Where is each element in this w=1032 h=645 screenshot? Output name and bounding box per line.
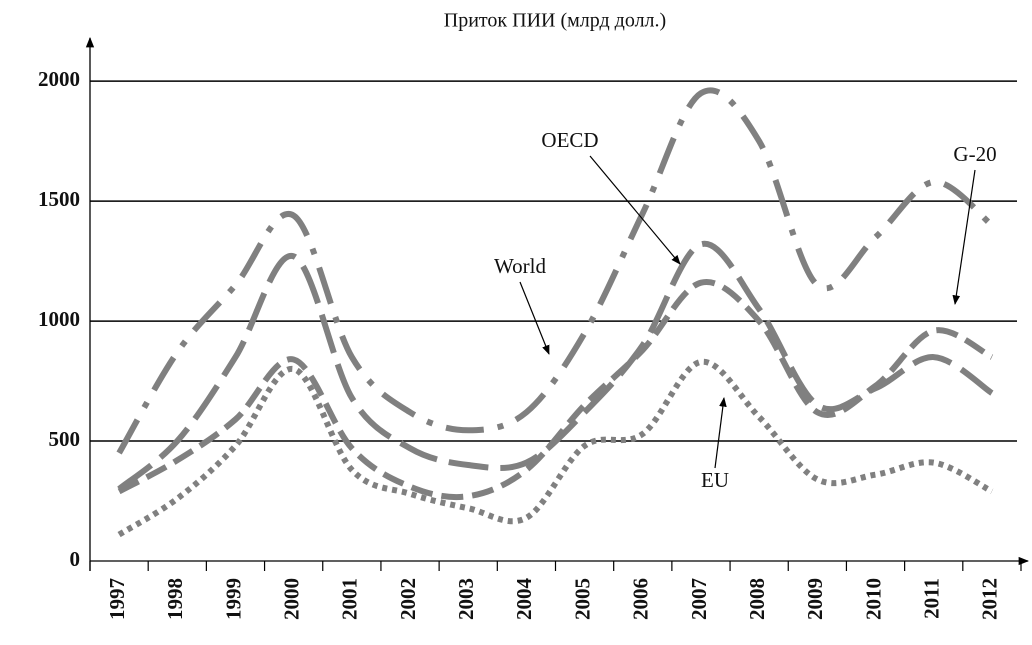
x-tick-label: 2008 <box>745 578 769 620</box>
line-series <box>116 87 994 455</box>
x-tick-label: 2011 <box>920 578 944 619</box>
series-label: OECD <box>541 128 598 152</box>
line-series <box>117 240 994 492</box>
x-tick-label: 2007 <box>687 578 711 620</box>
x-tick-label: 2006 <box>629 578 653 620</box>
y-tick-label: 1000 <box>38 307 80 331</box>
x-tick-label: 1999 <box>221 578 245 620</box>
x-tick-label: 2001 <box>338 578 362 620</box>
x-tick-label: 2002 <box>396 578 420 620</box>
x-tick-label: 2000 <box>279 578 303 620</box>
chart-title: Приток ПИИ (млрд долл.) <box>444 10 666 32</box>
y-tick-label: 2000 <box>38 67 80 91</box>
annotation-arrow <box>589 155 681 265</box>
y-tick-label: 1500 <box>38 187 80 211</box>
series-label: EU <box>701 468 729 492</box>
line-series <box>117 279 994 501</box>
annotation-arrow <box>714 397 727 469</box>
x-tick-label: 1997 <box>105 578 129 620</box>
x-tick-label: 2012 <box>978 578 1002 620</box>
series-label: World <box>494 254 546 278</box>
annotation-arrow <box>952 169 976 305</box>
series-label: G-20 <box>953 142 996 166</box>
x-tick-label: 2005 <box>570 578 594 620</box>
x-tick-label: 1998 <box>163 578 187 620</box>
y-tick-label: 0 <box>70 547 81 571</box>
line-series <box>117 358 994 538</box>
y-tick-label: 500 <box>49 427 81 451</box>
x-tick-label: 2003 <box>454 578 478 620</box>
annotation-arrow <box>519 281 550 355</box>
x-tick-label: 2009 <box>803 578 827 620</box>
x-tick-label: 2010 <box>861 578 885 620</box>
x-tick-label: 2004 <box>512 578 536 621</box>
